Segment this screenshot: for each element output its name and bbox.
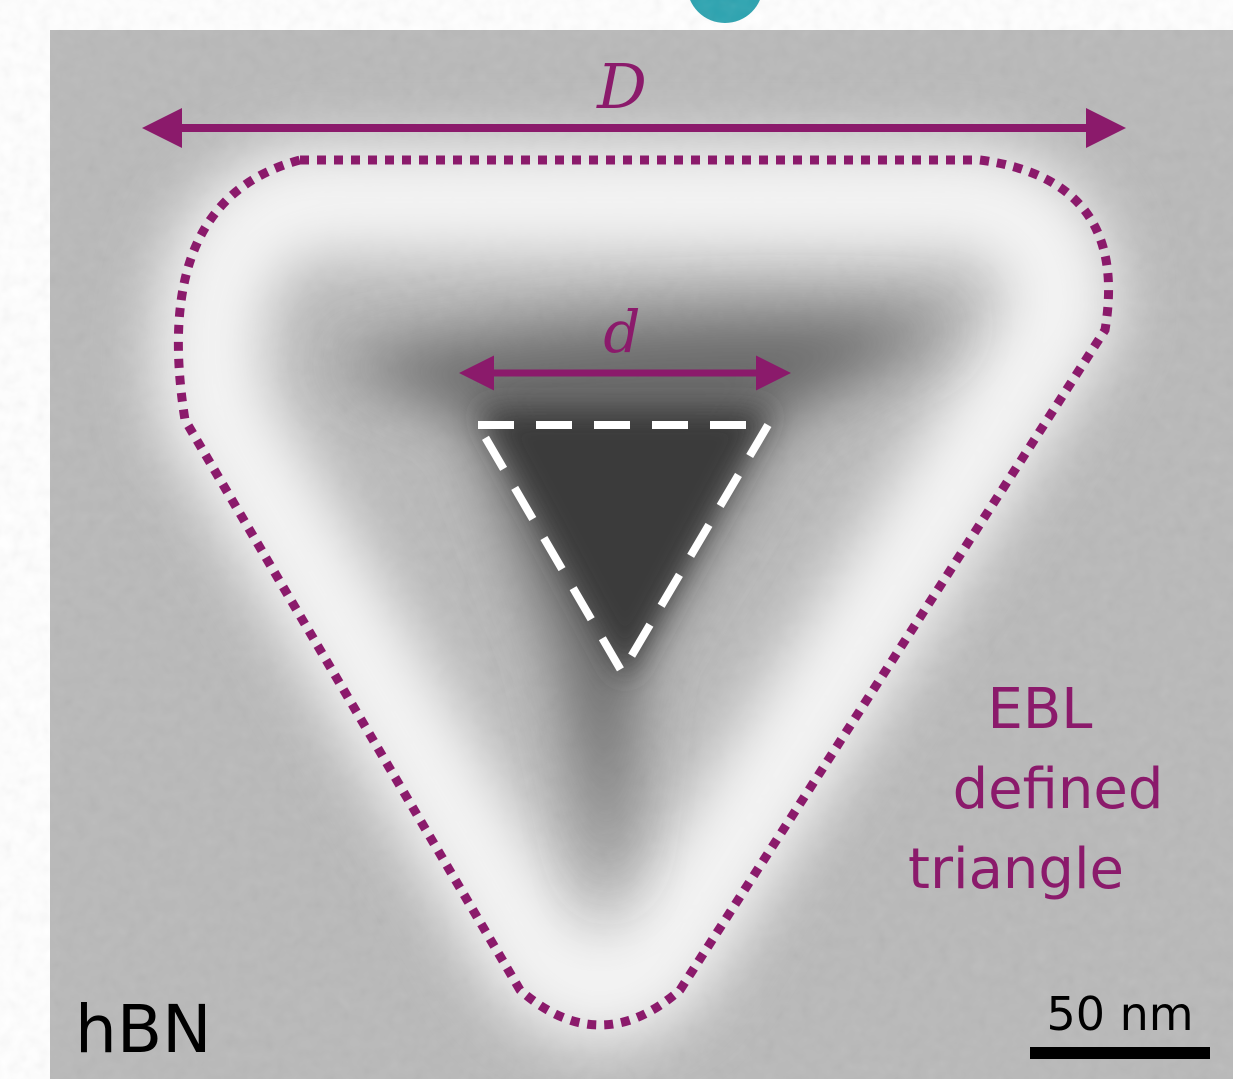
outline-label: defined [953, 757, 1164, 822]
scale-bar [1030, 1047, 1210, 1059]
outer-width-label: D [596, 50, 647, 123]
outline-label: EBL [988, 677, 1093, 742]
scale-bar-label: 50 nm [1046, 987, 1193, 1041]
micrograph [50, 30, 1233, 1079]
outline-label: triangle [908, 837, 1124, 902]
inner-width-label: d [603, 298, 640, 366]
teal-marker [687, 0, 763, 23]
material-label: hBN [75, 991, 211, 1068]
figure: D d EBL defined triangle hBN 50 nm [0, 0, 1233, 1079]
